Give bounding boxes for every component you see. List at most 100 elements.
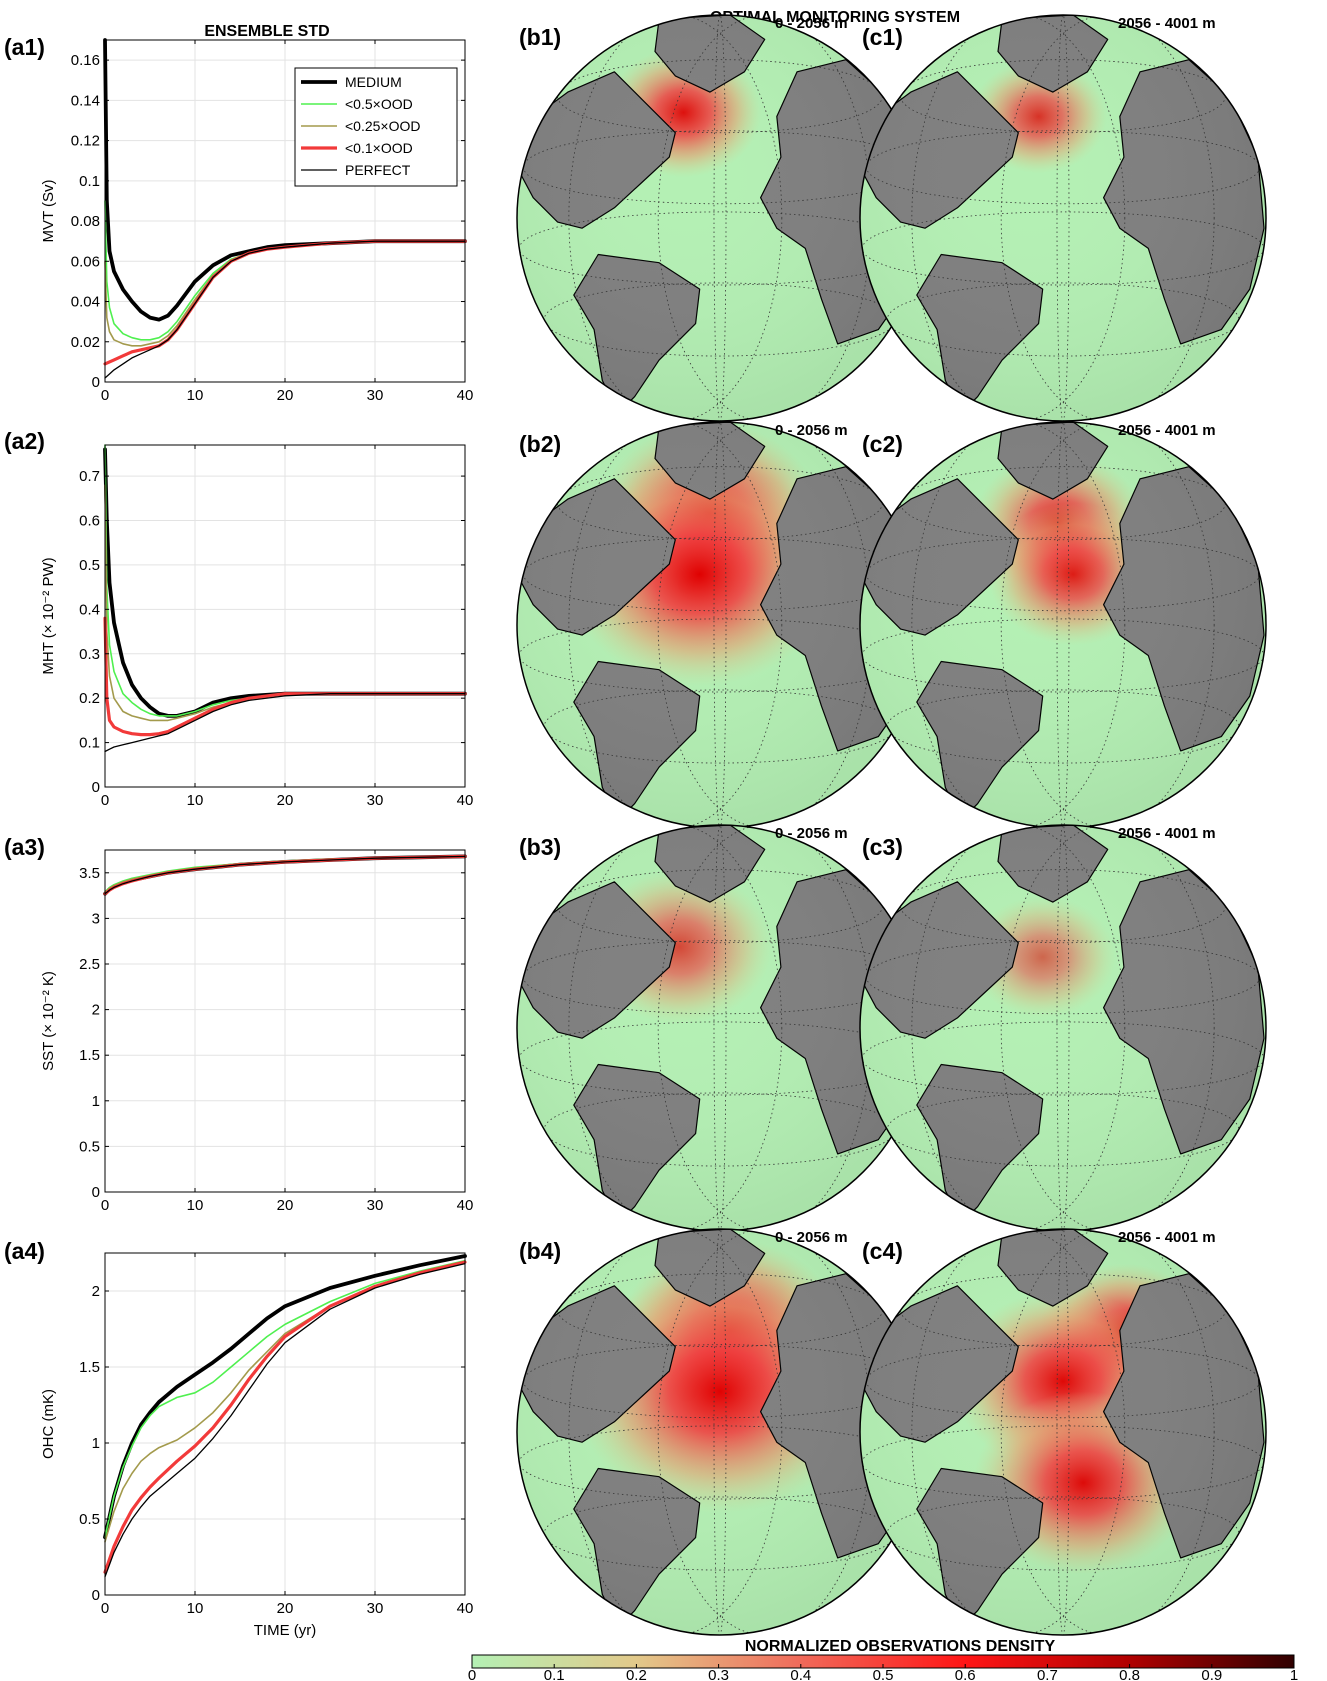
depth-range-label: 0 - 2056 m — [775, 1229, 848, 1246]
globe-icon — [860, 825, 1266, 1231]
series-line-red — [103, 616, 467, 737]
depth-range-label: 2056 - 4001 m — [1118, 422, 1216, 439]
x-tick-label: 40 — [457, 792, 474, 809]
x-tick-label: 0 — [101, 387, 109, 404]
x-tick-label: 30 — [367, 792, 384, 809]
series-line-thick-black — [103, 1254, 467, 1540]
panel-label: (b1) — [519, 24, 561, 50]
map-panel-7: (b4) 0 - 2056 m — [516, 1228, 924, 1636]
series-line-green — [104, 1259, 466, 1538]
depth-range-label: 0 - 2056 m — [775, 15, 848, 32]
globe-shading — [860, 1229, 1266, 1635]
x-tick-label: 30 — [367, 1600, 384, 1617]
map-panel-8: (c4) 2056 - 4001 m — [859, 1228, 1267, 1636]
y-tick-label: 0.1 — [79, 735, 100, 752]
y-tick-label: 0 — [92, 1184, 100, 1201]
y-tick-label: 1 — [92, 1093, 100, 1110]
y-tick-label: 0.5 — [79, 1138, 100, 1155]
panel-label: (b4) — [519, 1238, 561, 1264]
y-tick-label: 0.5 — [79, 1511, 100, 1528]
y-tick-label: 0.3 — [79, 646, 100, 663]
colorbar-tick-label: 0.5 — [873, 1667, 894, 1681]
x-tick-label: 20 — [277, 792, 294, 809]
panel-label: (c3) — [862, 834, 903, 860]
x-tick-label: 0 — [101, 1197, 109, 1214]
x-axis-label: TIME (yr) — [254, 1622, 316, 1639]
colorbar: NORMALIZED OBSERVATIONS DENSITY 0 0.1 0.2 0… — [468, 1638, 1298, 1681]
y-tick-label: 1.5 — [79, 1047, 100, 1064]
chart-panels: 00.020.040.060.080.10.120.140.160 10 20 30 4… — [4, 34, 473, 1639]
colorbar-ticks: 0 0.1 0.2 0.3 0.4 0.5 0.6 0.7 0.8 0.9 1 — [468, 1664, 1298, 1681]
map-panel-5: (b3) 0 - 2056 m — [516, 824, 924, 1232]
y-axis-label: MHT (× 10⁻² PW) — [40, 557, 57, 674]
y-tick-label: 2 — [92, 1283, 100, 1300]
depth-range-label: 2056 - 4001 m — [1118, 825, 1216, 842]
globe-shading — [860, 422, 1266, 828]
y-tick-label: 1.5 — [79, 1359, 100, 1376]
x-tick-label: 20 — [277, 1197, 294, 1214]
y-tick-label: 0.2 — [79, 690, 100, 707]
x-tick-label: 10 — [187, 792, 204, 809]
globe-shading — [517, 825, 923, 1231]
panel-label: (c1) — [862, 24, 903, 50]
globe-icon — [517, 1229, 923, 1635]
map-panels: (b1) 0 - 2056 m (c1) 2056 - 4001 m (b2) 0 - 2… — [516, 14, 1267, 1636]
series-line-thin-black — [104, 1262, 466, 1578]
y-tick-label: 1 — [92, 1435, 100, 1452]
colorbar-tick-label: 0.3 — [708, 1667, 729, 1681]
x-tick-label: 40 — [457, 1197, 474, 1214]
series-line-red — [103, 1260, 467, 1574]
line-chart-2: 0 0.1 0.2 0.3 0.4 0.5 0.6 0.7 0 10 20 30 40 MHT (× 10… — [4, 428, 473, 809]
globe-shading — [860, 15, 1266, 421]
globe-outline — [859, 1228, 1267, 1636]
globe-shading — [517, 1229, 923, 1635]
panel-label: (c4) — [862, 1238, 903, 1264]
panel-label: (a4) — [4, 1238, 45, 1264]
x-tick-label: 0 — [101, 1600, 109, 1617]
series-line-thin-black — [104, 693, 466, 753]
panel-label: (a1) — [4, 34, 45, 60]
x-tick-label: 10 — [187, 1600, 204, 1617]
legend-label: MEDIUM — [345, 74, 402, 90]
globe-shading — [517, 15, 923, 421]
colorbar-tick-label: 0.7 — [1037, 1667, 1058, 1681]
y-axis-label: SST (× 10⁻² K) — [40, 971, 57, 1071]
y-tick-label: 0.4 — [79, 601, 100, 618]
depth-range-label: 0 - 2056 m — [775, 825, 848, 842]
colorbar-tick-label: 0 — [468, 1667, 476, 1681]
depth-range-label: 2056 - 4001 m — [1118, 1229, 1216, 1246]
panel-label: (b2) — [519, 431, 561, 457]
panel-label: (a2) — [4, 428, 45, 454]
colorbar-tick-label: 0.2 — [626, 1667, 647, 1681]
series-line-thin-black — [104, 240, 466, 379]
line-chart-1: 0 0.02 0.04 0.06 0.08 0.1 0.12 0.14 0.16 0 10 20 30 4… — [4, 34, 473, 404]
globe-icon — [860, 422, 1266, 828]
globe-shading — [517, 422, 923, 828]
colorbar-tick-label: 0.8 — [1119, 1667, 1140, 1681]
legend-box — [294, 67, 458, 187]
y-tick-label: 2 — [92, 1002, 100, 1019]
map-panel-4: (c2) 2056 - 4001 m — [859, 421, 1267, 829]
y-tick-label: 0 — [92, 779, 100, 796]
y-tick-label: 0.06 — [71, 253, 100, 270]
left-column-title: ENSEMBLE STD — [204, 23, 329, 40]
y-tick-label: 3.5 — [79, 865, 100, 882]
x-tick-label: 20 — [277, 387, 294, 404]
x-tick-label: 40 — [457, 1600, 474, 1617]
map-panel-2: (c1) 2056 - 4001 m — [859, 14, 1267, 422]
globe-icon — [517, 825, 923, 1231]
x-tick-label: 20 — [277, 1600, 294, 1617]
y-tick-label: 0.12 — [71, 133, 100, 150]
colorbar-tick-label: 1 — [1290, 1667, 1298, 1681]
y-axis-label: OHC (mK) — [40, 1389, 57, 1459]
colorbar-tick-label: 0.4 — [790, 1667, 811, 1681]
panel-label: (c2) — [862, 431, 903, 457]
y-axis-label: MVT (Sv) — [40, 179, 57, 242]
panel-label: (b3) — [519, 834, 561, 860]
x-tick-label: 40 — [457, 387, 474, 404]
legend-label: PERFECT — [345, 162, 411, 178]
y-tick-label: 0.16 — [71, 52, 100, 69]
y-tick-label: 0.04 — [71, 294, 100, 311]
colorbar-tick-label: 0.9 — [1201, 1667, 1222, 1681]
colorbar-tick-label: 0.1 — [544, 1667, 565, 1681]
